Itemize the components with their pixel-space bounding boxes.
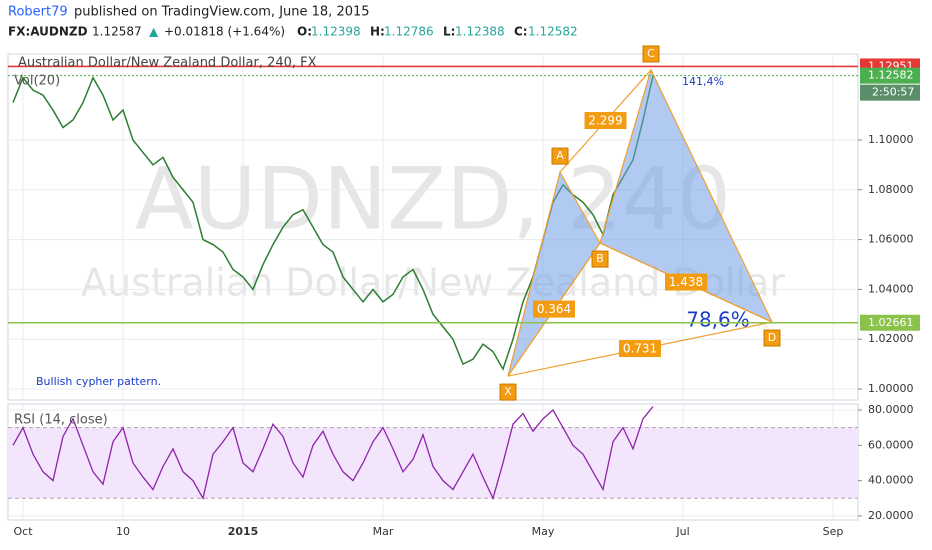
x-tick-label: 10	[116, 525, 130, 538]
ratio-text: 0.731	[623, 342, 657, 356]
countdown: 2:50:57	[872, 86, 914, 99]
y-tick-label: 1.06000	[868, 233, 914, 246]
point-box	[642, 45, 660, 63]
open: 1.12398	[311, 25, 361, 39]
open-label: O:	[297, 25, 312, 39]
y-tick-label: 1.10000	[868, 133, 914, 146]
point-label: D	[768, 331, 776, 344]
ratio-text: 1.438	[669, 275, 703, 289]
price-tag	[860, 67, 920, 84]
close-label: C:	[514, 25, 528, 39]
y-tick-label: 1.08000	[868, 183, 914, 196]
annotation: Bullish cypher pattern.	[36, 375, 161, 388]
last-price: 1.12587	[92, 25, 142, 39]
volume-label: Vol(20)	[14, 74, 60, 89]
price-tag-text: 1.02661	[868, 316, 914, 329]
ratio-text: 0.364	[537, 302, 571, 316]
point-box	[551, 147, 569, 165]
symbol: FX:AUDNZD	[8, 25, 88, 39]
point-box	[591, 250, 609, 268]
author[interactable]: Robert79	[8, 5, 68, 20]
point-label: X	[504, 385, 512, 398]
ratio-box	[533, 300, 575, 318]
x-tick-label: Mar	[373, 525, 394, 538]
y-tick-label: 1.00000	[868, 382, 914, 395]
y-tick-label: 1.02000	[868, 332, 914, 345]
x-tick-label: Sep	[823, 525, 844, 538]
ratio-text: 2.299	[588, 114, 622, 128]
point-box	[763, 329, 781, 347]
ratio-box	[665, 273, 707, 291]
y-tick-label: 80.0000	[868, 403, 914, 416]
countdown-box	[860, 84, 920, 101]
ratio-box	[619, 340, 661, 358]
high: 1.12786	[384, 25, 434, 39]
x-tick-label: Oct	[13, 525, 33, 538]
rsi-line	[12, 406, 654, 501]
rsi-title: RSI (14, close)	[14, 413, 108, 428]
ratio-label: 1.438	[665, 273, 707, 291]
point-box	[499, 383, 517, 401]
pane-title: Australian Dollar/New Zealand Dollar, 24…	[18, 56, 317, 71]
y-tick-label: 1.04000	[868, 282, 914, 295]
point-label: C	[647, 47, 655, 60]
ratio-label: 0.364	[533, 300, 575, 318]
arrow: ▲	[149, 25, 159, 39]
x-tick-label: 2015	[228, 525, 259, 538]
low: 1.12388	[455, 25, 505, 39]
point-label: B	[596, 252, 604, 265]
ratio-label: 2.299	[584, 112, 627, 130]
price-tag	[860, 314, 920, 331]
close: 1.12582	[528, 25, 578, 39]
published: published on TradingView.com, June 18, 2…	[74, 5, 370, 20]
x-tick-label: May	[532, 525, 555, 538]
price-pane	[7, 53, 859, 401]
ratio-box	[584, 112, 627, 130]
y-tick-label: 60.0000	[868, 438, 914, 451]
x-tick-label: Jul	[675, 525, 689, 538]
price-tag-text: 1.12582	[868, 69, 914, 82]
change: +0.01818 (+1.64%)	[164, 25, 285, 39]
y-tick-label: 20.0000	[868, 509, 914, 522]
point-label: A	[556, 149, 564, 162]
extension: 141,4%	[682, 75, 724, 88]
retracement: 78,6%	[686, 308, 750, 332]
y-tick-label: 40.0000	[868, 474, 914, 487]
ratio-label: 0.731	[619, 340, 661, 358]
high-label: H:	[370, 25, 385, 39]
rsi-band	[8, 427, 858, 499]
low-label: L:	[443, 25, 455, 39]
